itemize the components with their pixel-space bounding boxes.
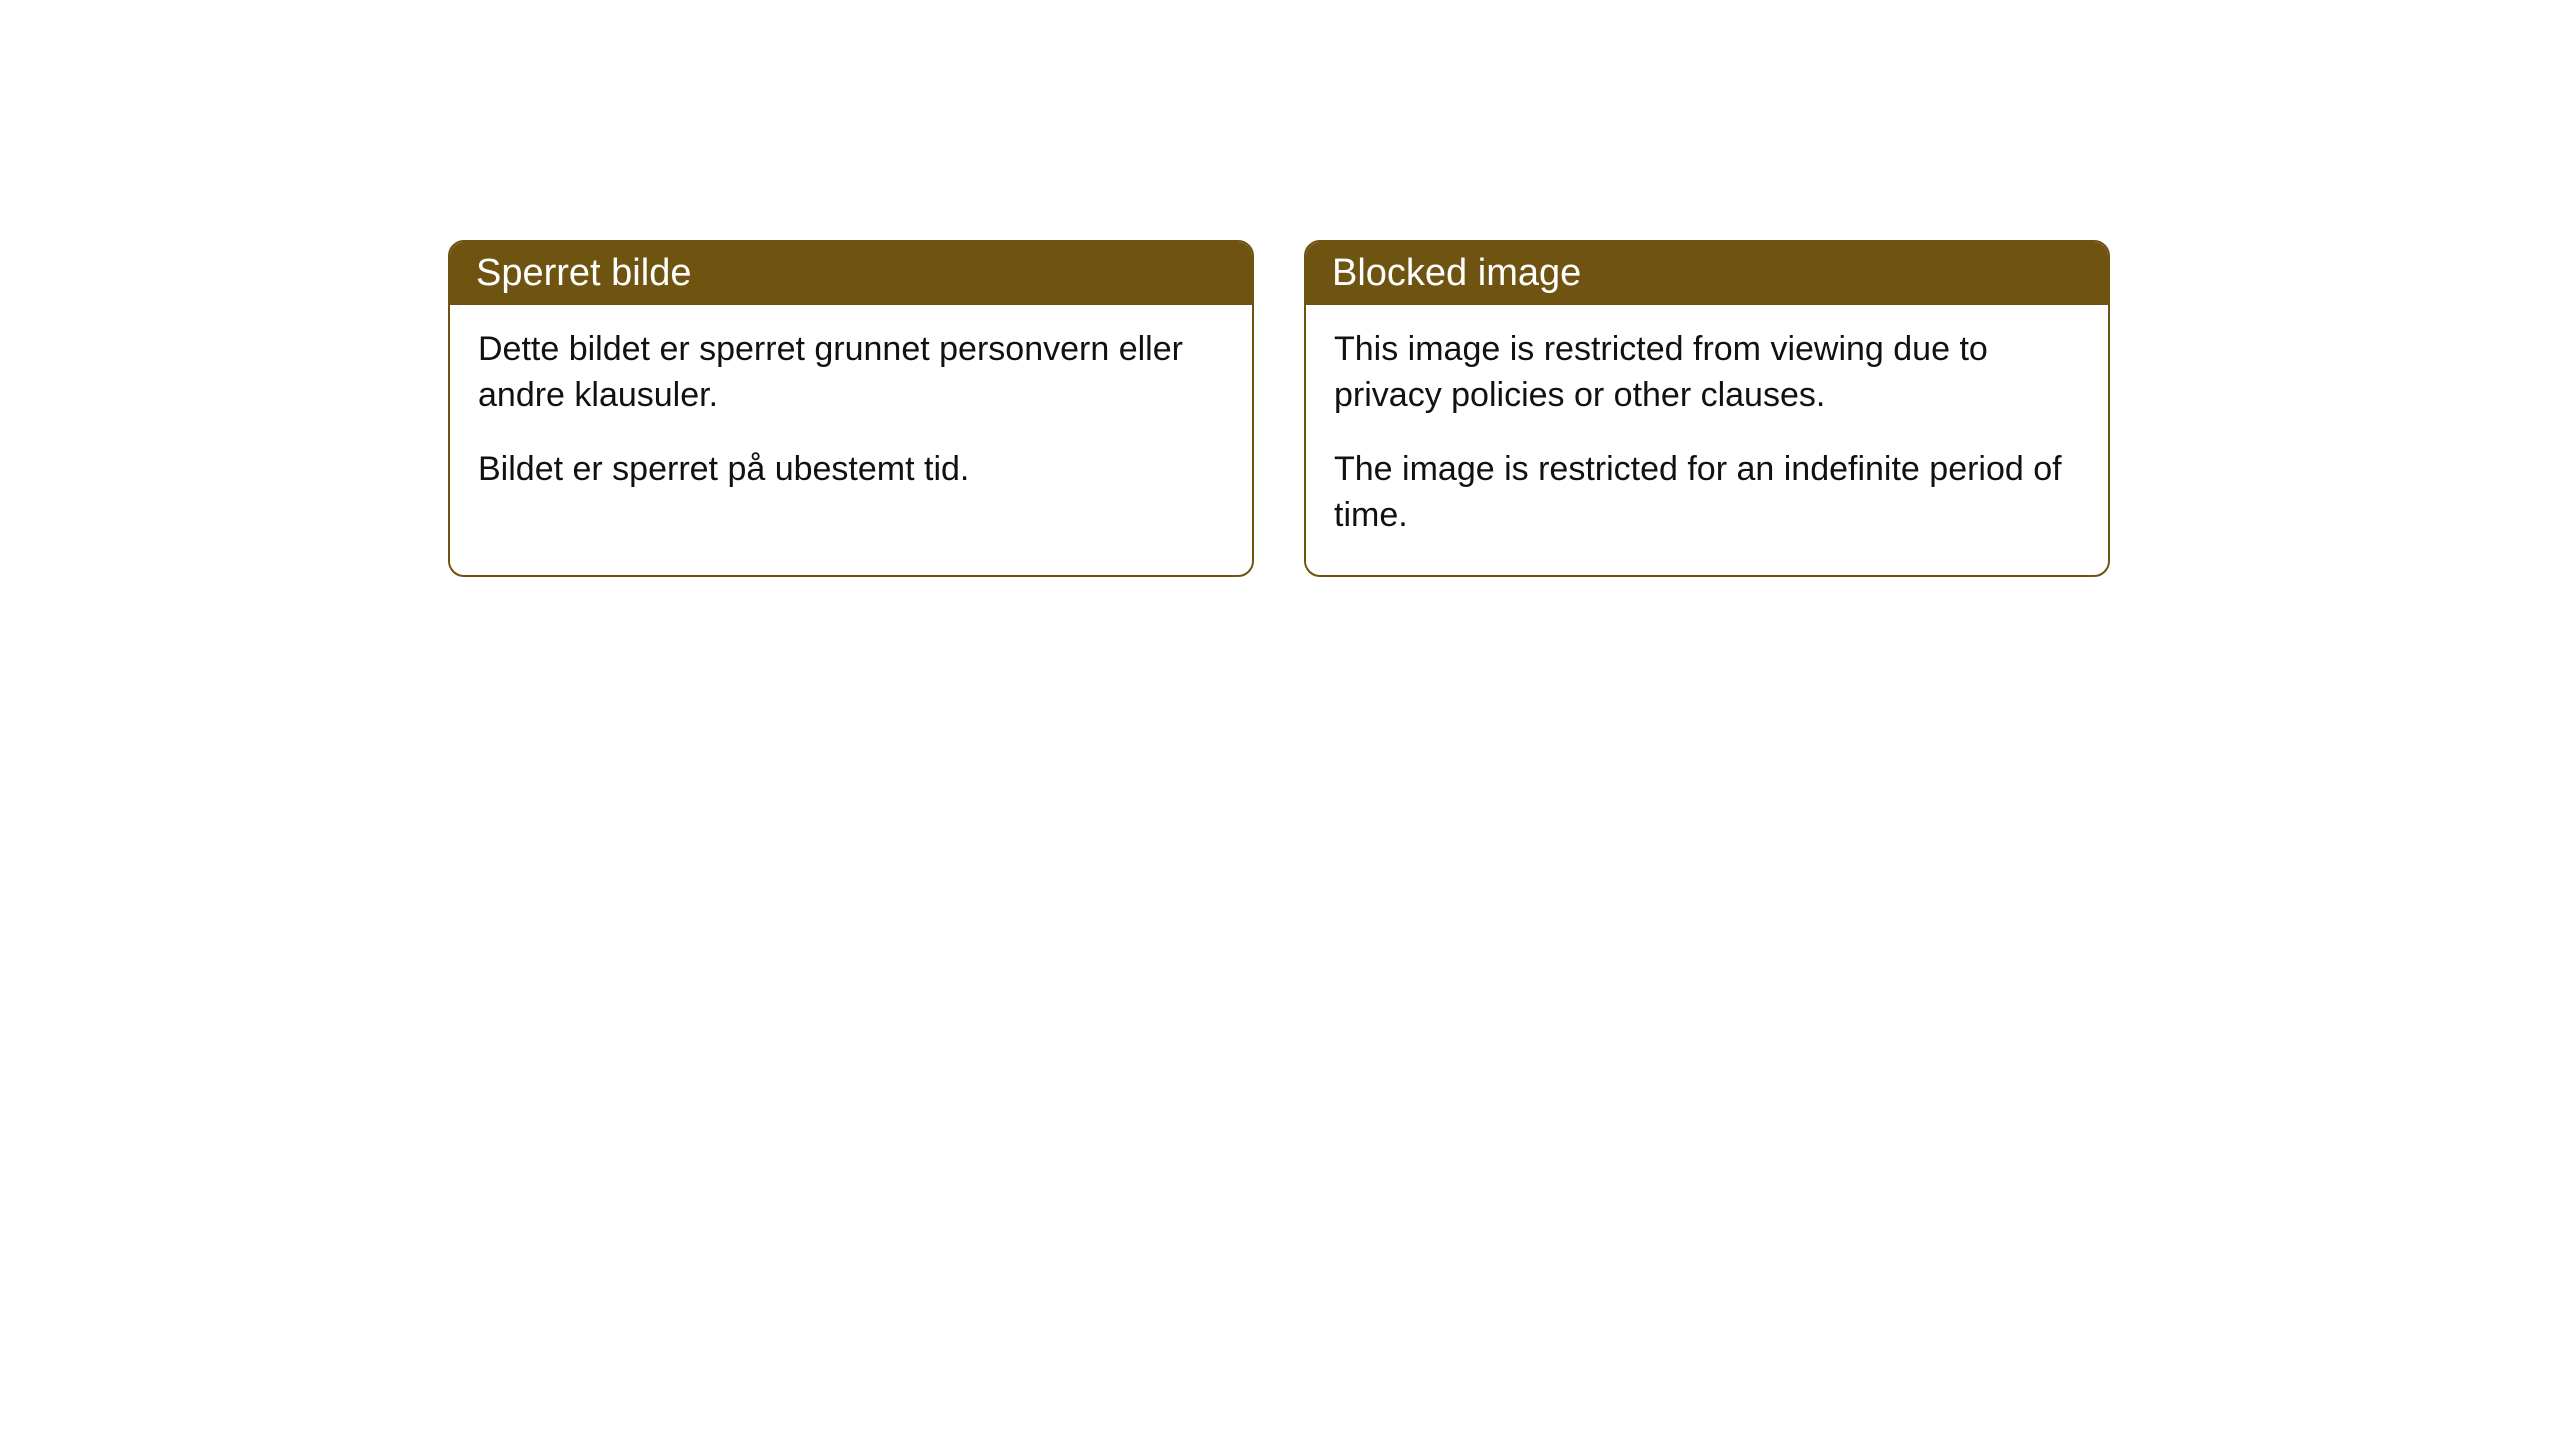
notice-body: This image is restricted from viewing du… <box>1306 305 2108 575</box>
notice-body: Dette bildet er sperret grunnet personve… <box>450 305 1252 529</box>
notice-header: Blocked image <box>1306 242 2108 305</box>
notice-paragraph: Dette bildet er sperret grunnet personve… <box>478 327 1224 419</box>
notice-paragraph: Bildet er sperret på ubestemt tid. <box>478 447 1224 493</box>
notice-container: Sperret bilde Dette bildet er sperret gr… <box>0 0 2560 577</box>
notice-header: Sperret bilde <box>450 242 1252 305</box>
notice-box-norwegian: Sperret bilde Dette bildet er sperret gr… <box>448 240 1254 577</box>
notice-box-english: Blocked image This image is restricted f… <box>1304 240 2110 577</box>
notice-paragraph: The image is restricted for an indefinit… <box>1334 447 2080 539</box>
notice-paragraph: This image is restricted from viewing du… <box>1334 327 2080 419</box>
